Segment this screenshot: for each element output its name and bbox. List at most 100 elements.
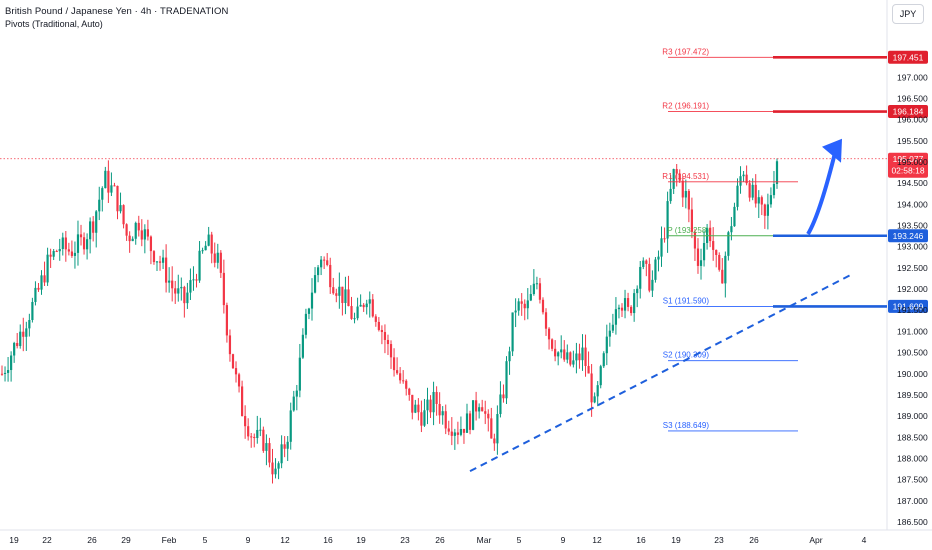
candle-down xyxy=(247,426,250,437)
candle-down xyxy=(569,352,572,365)
candle-up xyxy=(651,279,654,291)
candle-down xyxy=(350,306,353,319)
candle-up xyxy=(216,252,219,263)
candle-down xyxy=(195,279,198,281)
candle-down xyxy=(490,418,493,439)
candle-up xyxy=(599,366,602,386)
candle-up xyxy=(344,289,347,304)
candle-up xyxy=(566,352,569,360)
candle-down xyxy=(146,229,149,237)
candle-up xyxy=(3,372,7,374)
currency-button[interactable]: JPY xyxy=(892,4,924,24)
candle-down xyxy=(675,169,678,174)
time-tick-label: 19 xyxy=(356,535,366,545)
pivot-levels: R3 (197.472) 197.451 R2 (196.191) 196.184 R1… xyxy=(0,47,928,432)
candle-down xyxy=(240,386,244,417)
candle-up xyxy=(426,399,429,411)
pivot-label: R1 (194.531) xyxy=(662,172,709,181)
candle-down xyxy=(341,286,344,304)
candle-down xyxy=(174,288,177,294)
candle-up xyxy=(180,286,183,289)
candle-up xyxy=(471,400,475,430)
candle-up xyxy=(28,320,31,329)
candle-up xyxy=(61,237,64,250)
price-tick-label: 188.500 xyxy=(897,432,928,442)
candle-down xyxy=(502,394,505,399)
time-tick-label: 16 xyxy=(636,535,646,545)
price-tick-label: 193.500 xyxy=(897,221,928,231)
candle-up xyxy=(605,336,608,354)
candle-down xyxy=(213,253,216,263)
candle-up xyxy=(104,170,107,189)
price-tag xyxy=(888,229,928,243)
candle-up xyxy=(724,255,727,284)
time-tick-label: Mar xyxy=(477,535,492,545)
last-price-tag xyxy=(888,152,928,178)
candle-up xyxy=(557,352,560,357)
candle-up xyxy=(572,360,575,365)
price-axis: 186.500 187.000 187.500 188.000 188.500 189.0… xyxy=(897,72,928,527)
time-tick-label: 9 xyxy=(246,535,251,545)
price-tick-label: 190.500 xyxy=(897,348,928,358)
candle-up xyxy=(40,275,43,290)
time-tick-label: 19 xyxy=(9,535,19,545)
price-tag-label: 193.246 xyxy=(893,231,924,241)
candle-up xyxy=(207,234,210,246)
candle-up xyxy=(313,275,317,293)
up-arrow-head xyxy=(822,138,842,163)
candle-down xyxy=(326,260,329,265)
candle-down xyxy=(43,275,46,283)
candle-up xyxy=(496,414,499,444)
candle-up xyxy=(368,299,371,304)
candle-down xyxy=(550,339,554,349)
candle-down xyxy=(715,249,718,255)
time-tick-label: 26 xyxy=(749,535,759,545)
candle-down xyxy=(541,299,545,313)
candle-up xyxy=(73,252,77,256)
candle-up xyxy=(259,429,262,431)
time-tick-label: 16 xyxy=(323,535,333,545)
candle-down xyxy=(405,380,408,389)
candle-down xyxy=(237,374,241,387)
candle-up xyxy=(131,238,134,242)
candle-up xyxy=(432,391,435,413)
candle-up xyxy=(478,407,481,412)
candle-up xyxy=(320,259,323,268)
candle-down xyxy=(149,236,153,252)
pivot-label: S3 (188.649) xyxy=(663,421,710,430)
candle-up xyxy=(581,347,584,361)
time-tick-label: 26 xyxy=(435,535,445,545)
candle-down xyxy=(763,204,766,216)
candle-down xyxy=(107,170,110,193)
candle-down xyxy=(171,280,174,289)
candle-up xyxy=(134,222,137,239)
candle-down xyxy=(484,411,487,414)
candle-up xyxy=(101,188,104,200)
candle-down xyxy=(408,388,411,395)
price-tag-label: 191.609 xyxy=(893,301,924,311)
candle-down xyxy=(113,185,116,187)
candle-down xyxy=(468,413,472,430)
candle-up xyxy=(614,309,618,325)
candle-up xyxy=(186,292,189,304)
time-tick-label: 5 xyxy=(517,535,522,545)
candle-up xyxy=(304,313,308,335)
price-tick-label: 189.500 xyxy=(897,390,928,400)
up-arrow-shaft xyxy=(806,148,838,236)
candle-down xyxy=(228,335,232,355)
candle-up xyxy=(575,353,578,361)
candle-down xyxy=(16,342,19,347)
candle-up xyxy=(593,396,596,403)
price-tick-label: 196.000 xyxy=(897,115,928,125)
candle-down xyxy=(554,348,557,357)
indicator-legend[interactable]: Pivots (Traditional, Auto) xyxy=(5,19,103,29)
candle-up xyxy=(143,229,146,240)
candle-down xyxy=(389,344,393,358)
time-axis: 19 22 26 29 Feb 5 9 12 16 19 23 26 Mar 5 9 12 16 19 23 26 Ap… xyxy=(9,535,866,545)
candle-down xyxy=(563,349,566,360)
candle-down xyxy=(399,373,402,381)
candle-down xyxy=(125,224,128,236)
candle-down xyxy=(82,237,86,250)
candle-up xyxy=(654,259,657,280)
